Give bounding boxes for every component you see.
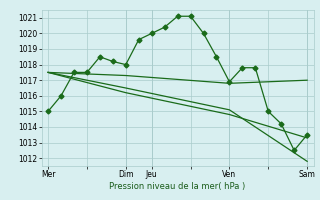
X-axis label: Pression niveau de la mer( hPa ): Pression niveau de la mer( hPa ): [109, 182, 246, 191]
